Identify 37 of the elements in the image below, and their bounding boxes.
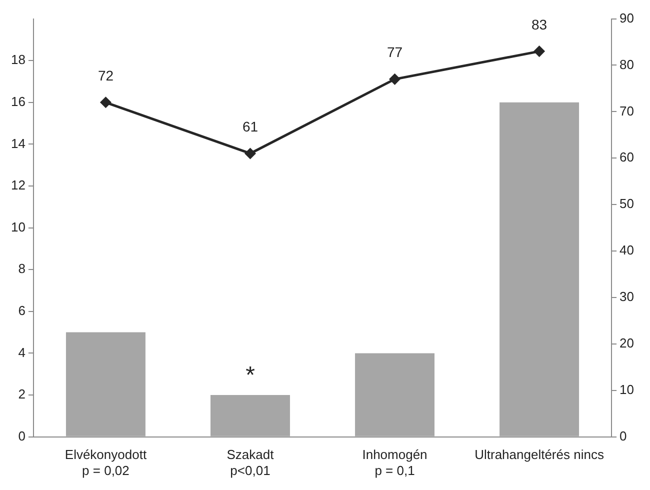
x-tick-label: Ultrahangeltérés nincs xyxy=(474,447,604,462)
y-tick-label: 16 xyxy=(10,94,26,109)
y-tick-label: 0 xyxy=(18,428,26,444)
bar xyxy=(210,395,290,436)
data-label: 72 xyxy=(98,67,114,84)
y-tick-label: 10 xyxy=(10,219,26,234)
y2-tick-label: 10 xyxy=(620,382,634,397)
y-tick-label: 8 xyxy=(18,261,26,276)
y-tick-label: 12 xyxy=(10,178,26,193)
point xyxy=(534,46,545,57)
annotation: * xyxy=(246,362,255,389)
point xyxy=(100,97,111,108)
bar xyxy=(66,332,146,436)
y-tick-label: 14 xyxy=(10,136,26,151)
point xyxy=(390,74,400,84)
data-label: 83 xyxy=(531,16,548,32)
y-tick-label: 4 xyxy=(18,344,26,360)
data-label: 77 xyxy=(386,44,403,60)
y2-tick-label: 50 xyxy=(620,196,634,212)
y-tick-label: 18 xyxy=(10,52,26,68)
bar xyxy=(500,102,580,436)
point xyxy=(244,148,256,159)
y2-tick-label: 80 xyxy=(620,56,634,72)
y2-tick-label: 60 xyxy=(620,150,634,165)
x-tick-label: Szakadt p<0,01 xyxy=(226,447,274,478)
bar xyxy=(355,353,435,436)
y2-tick-label: 40 xyxy=(620,242,634,258)
x-tick-label: Inhomogén p = 0,1 xyxy=(362,447,428,478)
data-label: 61 xyxy=(242,118,258,134)
x-tick-label: Elvékonyodott p = 0,02 xyxy=(64,447,147,478)
y2-tick-label: 0 xyxy=(620,428,627,444)
y2-tick-label: 20 xyxy=(620,335,634,350)
y2-tick-label: 30 xyxy=(620,289,634,304)
y-tick-label: 2 xyxy=(18,386,26,402)
y-tick-label: 6 xyxy=(18,302,26,318)
y2-tick-label: 70 xyxy=(620,103,634,118)
y2-tick-label: 90 xyxy=(620,10,634,26)
